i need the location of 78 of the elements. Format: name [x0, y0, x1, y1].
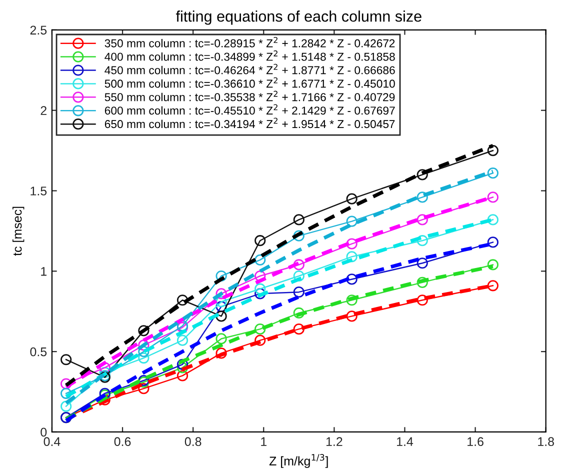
point [254, 254, 266, 266]
point [416, 192, 428, 203]
point [487, 192, 498, 203]
point [138, 383, 150, 394]
point [216, 348, 227, 359]
point [487, 280, 498, 292]
y-tick-label: 0.5 [30, 347, 47, 356]
point [216, 270, 227, 282]
point [487, 145, 498, 156]
point [293, 307, 304, 319]
point [293, 230, 304, 242]
point [60, 378, 72, 390]
point [346, 294, 358, 306]
point [416, 276, 428, 288]
y-tick-label: 2.5 [30, 26, 47, 35]
x-axis-title: Z [m/kg$^{1/3}$] [269, 454, 328, 468]
y-tick-label: 0 [40, 428, 47, 437]
y-axis-title: tc [msec] [12, 206, 24, 256]
y-tick-label: 1.5 [30, 186, 47, 196]
point [254, 324, 266, 335]
point [346, 251, 358, 262]
legend-label: 400 mm column : tc=-0.34899 * Z$^{2}$ + 1.5148 * Z - 0.51858 [104, 50, 395, 61]
x-tick-label: 1 [261, 437, 266, 446]
point [346, 310, 358, 322]
point [254, 288, 266, 300]
point [216, 296, 227, 308]
point [487, 214, 498, 226]
point [176, 370, 188, 382]
point [416, 214, 428, 226]
point [346, 274, 358, 285]
point [293, 270, 304, 282]
point [138, 346, 150, 358]
point [487, 259, 498, 270]
point [487, 168, 498, 179]
point [176, 362, 188, 374]
point [346, 238, 358, 250]
legend-label: 650 mm column : tc=-0.34194 * Z$^{2}$ + 1.9514 * Z - 0.50457 [104, 118, 395, 128]
chart-title: fitting equations of each column size [176, 10, 422, 25]
y-tick-label: 2 [40, 106, 46, 115]
point [216, 310, 227, 322]
point [346, 193, 358, 204]
point [416, 235, 428, 246]
x-tick-label: 0.6 [114, 437, 131, 446]
point [176, 334, 188, 346]
point [60, 388, 72, 399]
point [216, 288, 227, 300]
point [293, 324, 304, 335]
x-tick-label: 1.2 [326, 437, 342, 446]
legend-label: 550 mm column : tc=-0.35538 * Z$^{2}$ + 1.7166 * Z - 0.40729 [104, 90, 395, 102]
point [293, 214, 304, 226]
x-tick-label: 0.4 [44, 437, 60, 446]
point [254, 283, 266, 294]
legend-label: 500 mm column : tc=-0.36610 * Z$^{2}$ + 1.6771 * Z - 0.45010 [104, 77, 395, 88]
x-tick-label: 1.4 [397, 437, 414, 446]
x-tick-label: 1.8 [538, 437, 554, 446]
point [216, 333, 227, 344]
point [293, 286, 304, 298]
x-tick-label: 1.6 [468, 437, 484, 446]
point [416, 169, 428, 180]
point [216, 300, 227, 312]
point [138, 352, 150, 364]
point [346, 216, 358, 227]
point [416, 294, 428, 306]
point [60, 400, 72, 412]
x-tick-label: 0.8 [184, 437, 202, 446]
point [487, 236, 498, 248]
y-tick-label: 1 [41, 267, 46, 276]
point [416, 258, 428, 269]
legend-label: 350 mm column : tc=-0.28915 * Z$^{2}$ + 1.2842 * Z - 0.42672 [104, 36, 395, 48]
point [176, 294, 188, 306]
legend-label: 450 mm column : tc=-0.46264 * Z$^{2}$ + 1.8771 * Z - 0.66686 [104, 64, 395, 74]
point [138, 340, 150, 351]
point [60, 354, 72, 366]
point [293, 259, 304, 270]
legend-label: 600 mm column : tc=-0.45510 * Z$^{2}$ + 2.1429 * Z - 0.67697 [104, 104, 395, 115]
point [254, 235, 266, 246]
point [254, 334, 266, 346]
point [138, 325, 150, 336]
